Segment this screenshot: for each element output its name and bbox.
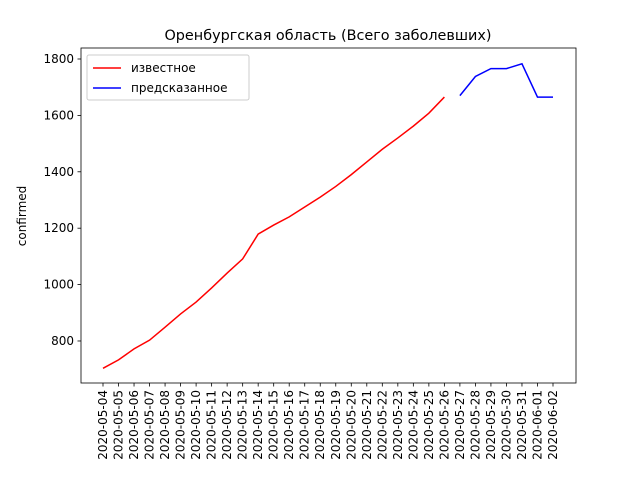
x-tick-label: 2020-05-22 xyxy=(375,390,389,460)
x-tick-label: 2020-05-29 xyxy=(484,390,498,460)
x-tick-label: 2020-05-10 xyxy=(189,390,203,460)
legend-box xyxy=(86,54,250,101)
legend-label: известное xyxy=(131,61,196,75)
x-tick-label: 2020-05-17 xyxy=(298,390,312,460)
x-tick-label: 2020-05-21 xyxy=(360,390,374,460)
x-tick-label: 2020-05-18 xyxy=(313,390,327,460)
x-tick-label: 2020-05-30 xyxy=(499,390,513,460)
x-tick-label: 2020-05-14 xyxy=(251,390,265,460)
x-tick-label: 2020-05-19 xyxy=(329,390,343,460)
x-tick-label: 2020-05-24 xyxy=(406,390,420,460)
x-tick-label: 2020-05-13 xyxy=(236,390,250,460)
y-tick-label: 1200 xyxy=(43,221,74,235)
x-tick-label: 2020-05-09 xyxy=(174,390,188,460)
x-tick-label: 2020-05-04 xyxy=(96,390,110,460)
x-tick-label: 2020-05-25 xyxy=(422,390,436,460)
x-tick-label: 2020-05-06 xyxy=(127,390,141,460)
x-tick-label: 2020-06-02 xyxy=(546,390,560,460)
x-tick-label: 2020-06-01 xyxy=(530,390,544,460)
series-line xyxy=(459,62,553,98)
y-tick-label: 800 xyxy=(51,334,74,348)
plot-frame xyxy=(80,47,577,384)
x-tick-label: 2020-05-16 xyxy=(282,390,296,460)
x-tick-label: 2020-05-07 xyxy=(143,390,157,460)
x-tick-label: 2020-05-27 xyxy=(453,390,467,460)
x-tick-label: 2020-05-05 xyxy=(112,390,126,460)
x-tick-label: 2020-05-12 xyxy=(220,390,234,460)
x-tick-label: 2020-05-23 xyxy=(391,390,405,460)
x-tick-label: 2020-05-08 xyxy=(158,390,172,460)
legend-label: предсказанное xyxy=(131,81,228,95)
x-tick-label: 2020-05-31 xyxy=(515,390,529,460)
x-tick-label: 2020-05-28 xyxy=(468,390,482,460)
x-tick-label: 2020-05-26 xyxy=(437,390,451,460)
x-tick-label: 2020-05-20 xyxy=(344,390,358,460)
series-line xyxy=(102,96,445,369)
x-tick-label: 2020-05-11 xyxy=(205,390,219,460)
y-tick-label: 1800 xyxy=(43,52,74,66)
y-tick-label: 1600 xyxy=(43,108,74,122)
x-tick-label: 2020-05-15 xyxy=(267,390,281,460)
y-tick-label: 1400 xyxy=(43,165,74,179)
chart-title: Оренбургская область (Всего заболевших) xyxy=(164,28,491,44)
y-axis-label: confirmed xyxy=(15,186,29,247)
y-tick-label: 1000 xyxy=(43,278,74,292)
